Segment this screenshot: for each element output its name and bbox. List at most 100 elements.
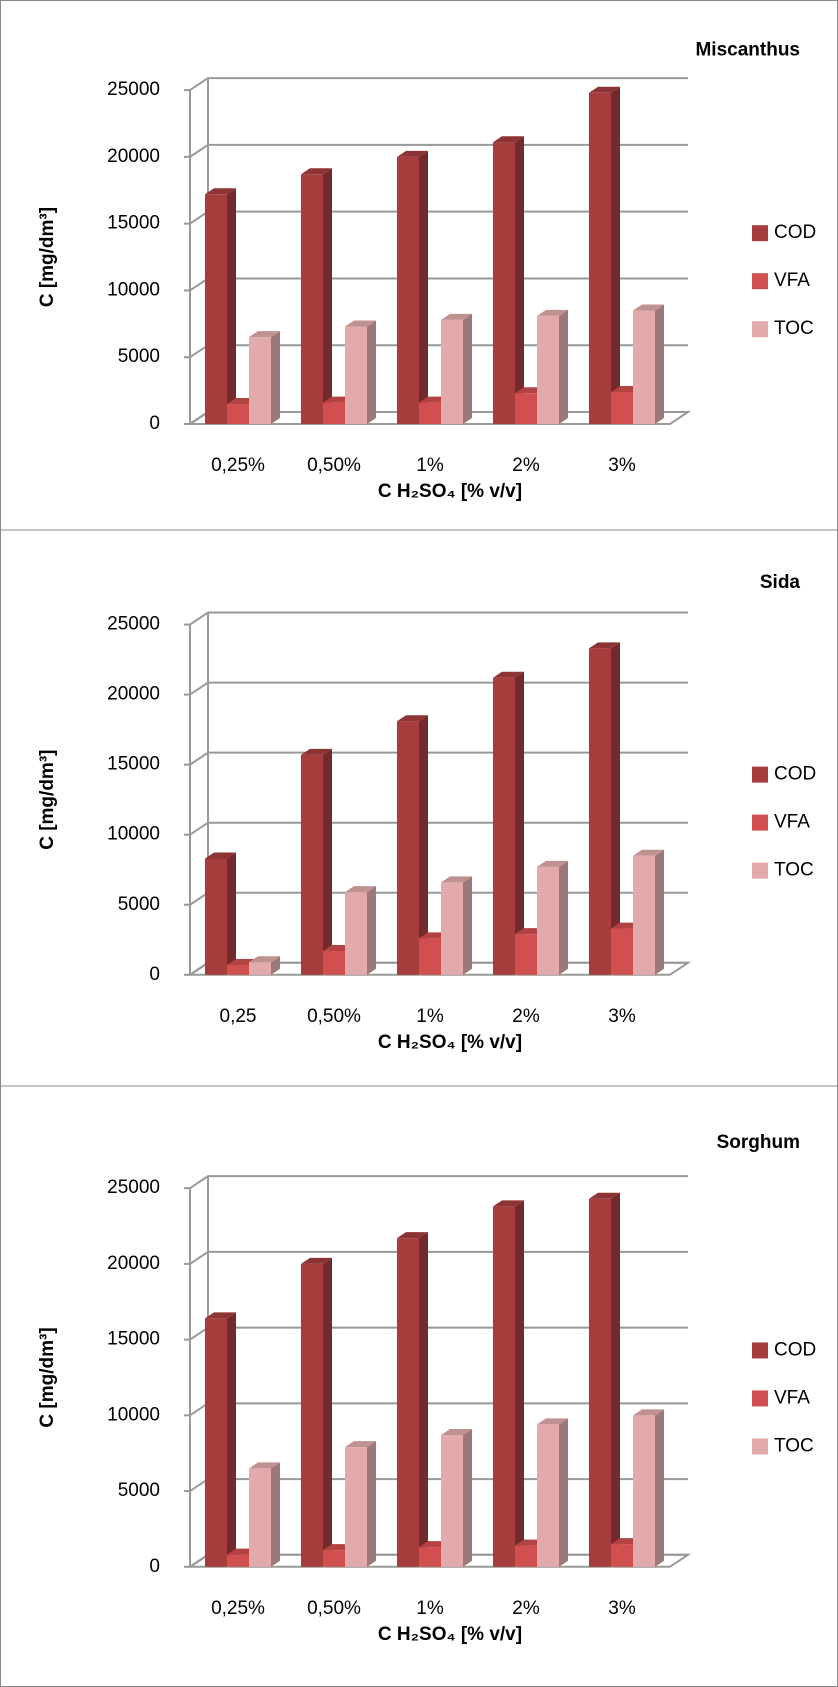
y-tick-label: 5000: [118, 1480, 160, 1501]
bar-side: [559, 860, 568, 975]
bar-top: [397, 1232, 428, 1239]
x-tick-label: 3%: [608, 1598, 636, 1619]
bar-top: [397, 150, 428, 157]
chart-panel: Miscanthus 0 5000 10000 15000 20000 25000 C [mg…: [0, 39, 838, 531]
bar-top: [493, 136, 524, 143]
y-tick-label: 15000: [107, 213, 160, 234]
x-tick-label: 0,25%: [211, 1598, 265, 1619]
grid-line: [189, 611, 688, 626]
y-axis-label: C [mg/dm³]: [37, 1327, 58, 1427]
bar: [419, 1547, 441, 1567]
bar: [493, 1206, 515, 1567]
bar-top: [589, 86, 620, 93]
legend-label: COD: [774, 764, 816, 785]
bar-top: [345, 1441, 376, 1448]
bar: [345, 892, 367, 975]
y-tick-label: 20000: [107, 146, 160, 167]
grid-line: [189, 681, 688, 696]
y-tick-label: 25000: [107, 1177, 160, 1198]
y-tick-label: 10000: [107, 279, 160, 300]
grid-line: [189, 751, 688, 766]
bar-side: [655, 849, 664, 975]
bar-side: [323, 168, 332, 424]
x-axis-label: C H₂SO₄ [% v/v]: [378, 1624, 522, 1645]
x-tick-label: 2%: [512, 1598, 540, 1619]
grid-line: [189, 77, 688, 91]
bar-side: [463, 313, 472, 424]
legend-label: TOC: [774, 318, 814, 339]
bar: [441, 1435, 463, 1567]
bar: [397, 721, 419, 975]
y-axis-label: C [mg/dm³]: [37, 750, 58, 850]
legend-label: VFA: [774, 270, 810, 291]
legend-swatch: [752, 814, 768, 831]
bar: [249, 1468, 271, 1567]
legend-label: TOC: [774, 1435, 814, 1456]
x-tick-label: 2%: [512, 455, 540, 476]
bar-top: [205, 188, 236, 195]
y-tick-label: 0: [149, 1556, 160, 1577]
bar: [441, 319, 463, 424]
y-tick-label: 10000: [107, 1404, 160, 1425]
bar-side: [611, 642, 620, 975]
bar: [493, 677, 515, 975]
y-tick-label: 25000: [107, 79, 160, 100]
y-tick-label: 0: [149, 413, 160, 434]
x-tick-label: 0,50%: [307, 1006, 361, 1027]
grid-line: [189, 143, 688, 158]
bar-side: [655, 304, 664, 424]
bar: [205, 858, 227, 975]
legend-swatch: [752, 1390, 768, 1407]
legend-label: COD: [774, 1339, 816, 1360]
chart-title: Sorghum: [717, 1132, 800, 1153]
bar-top: [493, 1200, 524, 1207]
bar-top: [493, 671, 524, 678]
bar: [419, 402, 441, 424]
bar-top: [589, 1192, 620, 1199]
y-tick-label: 15000: [107, 1329, 160, 1350]
bar-top: [441, 313, 472, 320]
x-tick-label: 0,25: [220, 1006, 257, 1027]
bar-side: [559, 309, 568, 424]
bar: [323, 402, 345, 424]
y-axis-label: C [mg/dm³]: [37, 207, 58, 307]
bar: [205, 194, 227, 424]
chart-panel: Sida 0 5000 10000 15000 20000 25000 C [mg/dm³] 0…: [0, 572, 838, 1087]
x-axis-label: C H₂SO₄ [% v/v]: [378, 1032, 522, 1053]
bar-top: [633, 849, 664, 856]
grid-line: [189, 1250, 688, 1265]
bar-top: [249, 1462, 280, 1469]
bar-top: [249, 956, 280, 963]
bar: [537, 866, 559, 975]
bar: [589, 1198, 611, 1567]
bar: [323, 950, 345, 975]
bar-side: [515, 671, 524, 975]
x-tick-label: 3%: [608, 1006, 636, 1027]
bar-top: [249, 331, 280, 338]
bar: [633, 310, 655, 424]
legend-swatch: [752, 862, 768, 879]
bar-side: [271, 1462, 280, 1567]
bar: [589, 92, 611, 424]
bar-side: [419, 715, 428, 975]
bar-top: [301, 748, 332, 755]
y-tick-label: 20000: [107, 1253, 160, 1274]
legend-swatch: [752, 1438, 768, 1455]
bar-side: [367, 320, 376, 424]
bar: [397, 156, 419, 424]
bar: [205, 1318, 227, 1567]
bar: [633, 855, 655, 975]
bar-top: [441, 876, 472, 883]
x-tick-label: 0,25%: [211, 455, 265, 476]
bar-top: [397, 715, 428, 722]
legend-label: TOC: [774, 860, 814, 881]
bar: [397, 1238, 419, 1567]
chart-title: Sida: [760, 572, 801, 593]
bar: [537, 1424, 559, 1567]
legend-label: VFA: [774, 812, 810, 833]
bar-side: [227, 188, 236, 424]
bar-side: [611, 86, 620, 424]
legend-swatch: [752, 321, 768, 338]
chart-title: Miscanthus: [695, 39, 800, 60]
y-tick-label: 10000: [107, 824, 160, 845]
